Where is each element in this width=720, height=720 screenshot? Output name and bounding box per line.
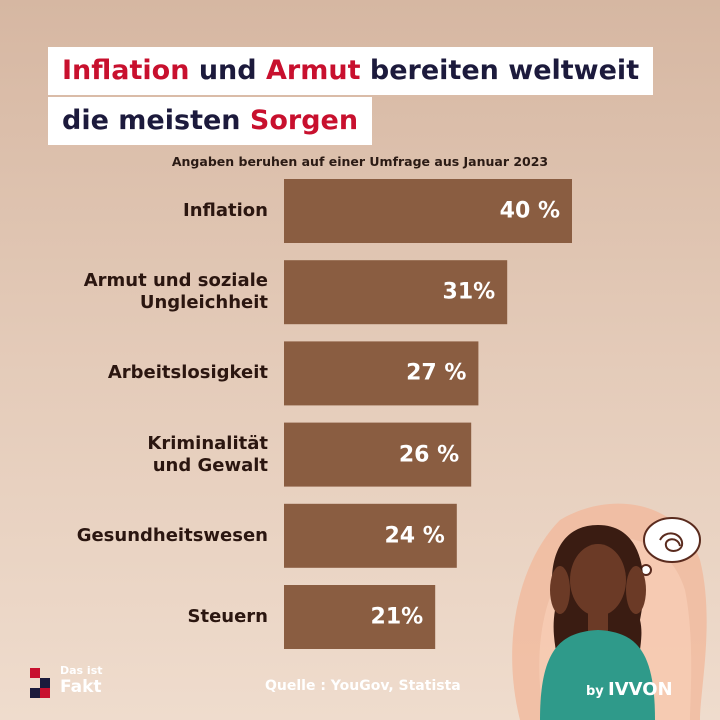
logo-text: Fakt <box>60 677 102 697</box>
value-label: 24 % <box>384 523 445 549</box>
value-label: 21% <box>370 604 424 630</box>
bar <box>284 503 457 568</box>
subtitle: Angaben beruhen auf einer Umfrage aus Ja… <box>171 154 549 169</box>
value-label: 27 % <box>406 360 467 386</box>
category-label: Gesundheitswesen <box>76 524 268 546</box>
category-label: Inflation <box>183 200 268 221</box>
value-label: 40 % <box>499 198 560 224</box>
category-label: Steuern <box>187 606 269 627</box>
title-segment: die meisten <box>62 105 250 136</box>
value-label: 31% <box>442 279 496 305</box>
category-label: Arbeitslosigkeit <box>107 362 268 384</box>
category-label: Kriminalität und Gewalt <box>147 432 268 476</box>
bar <box>284 179 572 243</box>
bar <box>284 422 472 487</box>
category-label: Armut und soziale Ungleichheit <box>83 270 268 314</box>
logo-text: Das ist <box>60 664 103 677</box>
bar <box>284 341 479 406</box>
title-segment: Sorgen <box>249 105 359 136</box>
source: Quelle : YouGov, Statista <box>265 678 461 694</box>
bar <box>284 585 436 649</box>
illustration <box>512 503 707 720</box>
credit-brand: IVVON <box>608 679 673 700</box>
title-segment: und <box>189 55 267 86</box>
bar <box>284 260 508 325</box>
title-segment: Inflation <box>62 55 190 86</box>
title-line: Inflation und Armut bereiten weltweit <box>48 47 654 95</box>
title-segment: bereiten weltweit <box>360 55 640 86</box>
value-label: 26 % <box>398 442 460 468</box>
logo-icon <box>30 668 50 698</box>
title-line: die meisten Sorgen <box>48 97 373 145</box>
credit-by: by <box>586 684 604 699</box>
title-segment: Armut <box>266 55 361 86</box>
